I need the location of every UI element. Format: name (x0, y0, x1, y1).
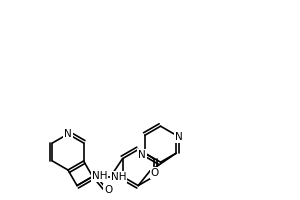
Text: O: O (104, 185, 112, 195)
Text: N: N (175, 132, 183, 142)
Text: NH: NH (111, 172, 126, 182)
Text: NH: NH (92, 171, 107, 181)
Text: N: N (138, 150, 146, 160)
Text: N: N (64, 129, 72, 139)
Text: O: O (151, 168, 159, 178)
